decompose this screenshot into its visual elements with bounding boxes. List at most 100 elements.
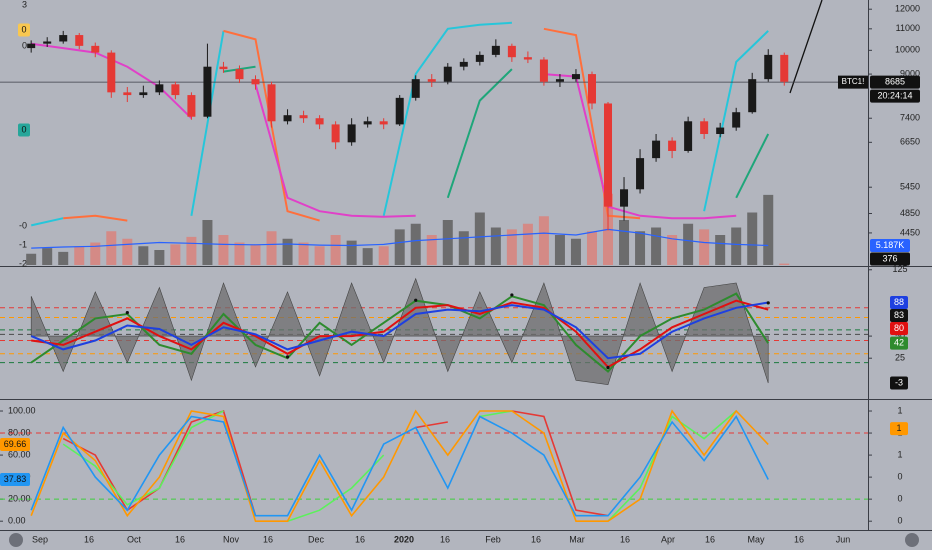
candle-body [283, 115, 292, 122]
volume-bar [106, 231, 117, 265]
candle-body [555, 79, 564, 82]
volume-bar [234, 242, 245, 265]
volume-bar [138, 246, 149, 265]
oscillator-badge-bg [890, 308, 908, 322]
volume-bar [74, 246, 85, 265]
volume-bar [410, 223, 421, 265]
volume-bar [586, 231, 597, 265]
volume-bar [90, 242, 101, 265]
candle-body [636, 158, 645, 190]
signal-dot [510, 293, 514, 297]
countdown-badge-bg [870, 89, 920, 103]
time-axis-label: 16 [263, 534, 273, 544]
y-tick-label: 125 [892, 264, 907, 274]
y-tick-label: 0.00 [8, 516, 26, 526]
y2-tick-label: 0 [897, 494, 902, 504]
oscillator-line [30, 301, 769, 360]
oscillator-badge: 80 [894, 323, 904, 333]
oscillator-badge-bg [890, 336, 908, 350]
trend-line[interactable] [789, 0, 823, 94]
candle-body [668, 140, 677, 151]
oscillator-area [30, 277, 769, 386]
signal-dot [285, 355, 290, 359]
signal-dot [766, 301, 770, 305]
y-tick-label: 12000 [895, 4, 920, 14]
settings-button[interactable] [9, 533, 23, 547]
time-axis-label: 16 [794, 534, 804, 544]
oscillator-badge: 42 [894, 338, 904, 348]
candle-body [107, 52, 116, 93]
y-tick-label: 60.00 [8, 449, 31, 459]
volume-bar [538, 216, 549, 265]
time-axis-label: May [747, 534, 765, 544]
volume-bar [474, 212, 485, 265]
candle-body [139, 92, 148, 96]
y-tick-label: 9000 [900, 68, 920, 78]
y-tick-label: 4450 [900, 227, 920, 237]
candle-body [748, 79, 757, 113]
y-tick-label: 50 [895, 330, 905, 340]
candle-body [331, 124, 340, 143]
y-tick-label: 4850 [900, 208, 920, 218]
stoch-badge: 37.83 [4, 474, 27, 484]
oscillator-line [31, 299, 769, 369]
volume-bar [506, 229, 517, 265]
candle-body [764, 54, 773, 80]
volume-bar [170, 244, 181, 265]
candle-body [459, 61, 468, 67]
candle-body [411, 79, 420, 98]
y-tick-label: 10000 [895, 45, 920, 55]
band-line [30, 21, 769, 227]
volume-bar [442, 220, 453, 265]
time-axis-label: 16 [531, 534, 541, 544]
volume-ma-line [31, 228, 769, 249]
countdown-badge: 20:24:14 [877, 90, 912, 100]
y-tick-label: 5450 [900, 182, 920, 192]
stoch-line [30, 414, 769, 517]
volume-bar [266, 231, 277, 265]
time-axis-label: 16 [355, 534, 365, 544]
candle-body [251, 79, 260, 85]
time-axis-label: 16 [620, 534, 630, 544]
volume-badge-bg [870, 239, 910, 253]
y2-marker-bg [890, 422, 908, 436]
volume-bar [490, 227, 501, 265]
time-axis-label: Apr [661, 534, 675, 544]
last-price-badge: 8685 [885, 76, 905, 86]
candle-body [267, 84, 276, 122]
candle-body [443, 66, 452, 82]
left-badge: 0 [21, 124, 26, 134]
time-axis-label: 16 [440, 534, 450, 544]
y-tick-label: 7400 [900, 113, 920, 123]
volume-bar [378, 246, 389, 265]
y2-marker-label: 1 [896, 423, 901, 433]
y-tick-label: 11000 [896, 23, 920, 33]
time-axis-label: 16 [175, 534, 185, 544]
candle-body [187, 95, 196, 117]
volume-badge-bg [870, 252, 910, 266]
stoch-line [30, 409, 769, 522]
volume-bar [635, 231, 646, 265]
candle-body [652, 140, 661, 159]
volume-bar [202, 220, 213, 265]
candle-body [363, 121, 372, 125]
time-axis-label: 16 [705, 534, 715, 544]
y-tick-label: 80.00 [8, 427, 31, 437]
y2-tick-label: 0 [897, 471, 902, 481]
volume-bar [218, 235, 229, 265]
stoch-badge-bg [0, 473, 30, 487]
y-tick-label: 6650 [900, 137, 920, 147]
volume-bar [154, 250, 165, 265]
settings-button[interactable] [905, 533, 919, 547]
oscillator-badge-bg [890, 376, 908, 390]
symbol-badge-bg [838, 75, 868, 89]
candle-body [299, 115, 308, 119]
left-badge: 0 [21, 24, 26, 34]
candle-body [427, 79, 436, 82]
y-tick-label: 20.00 [8, 494, 31, 504]
oscillator-badge: 88 [894, 297, 904, 307]
volume-bar [619, 220, 630, 265]
oscillator-line [30, 292, 770, 373]
volume-bar [362, 248, 373, 265]
